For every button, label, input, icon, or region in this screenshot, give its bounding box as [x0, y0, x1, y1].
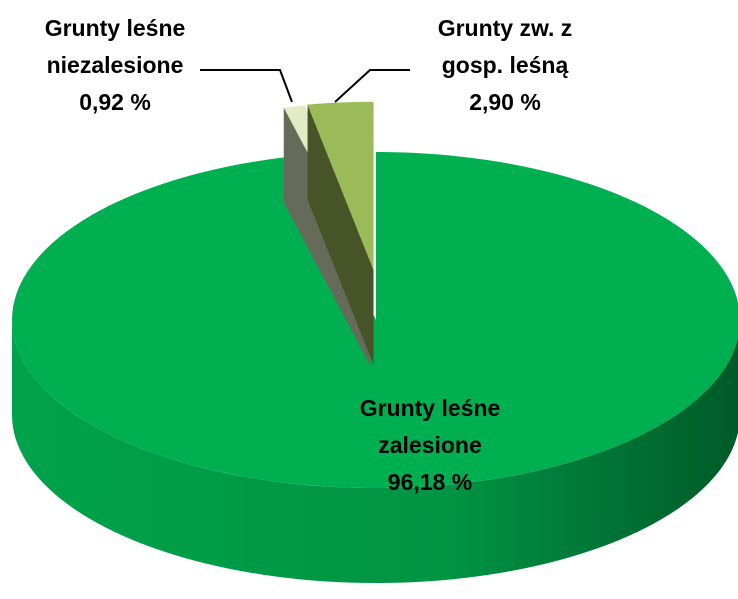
slice-side [12, 320, 738, 583]
category-label: Grunty leśne zalesione [359, 395, 501, 458]
category-label: Grunty leśne niezalesione [44, 15, 186, 78]
category-label: Grunty zw. z gosp. leśną [437, 15, 573, 78]
data-label: Grunty leśne zalesione 96,18 % [360, 390, 501, 501]
slice [307, 101, 374, 270]
value-label: 96,18 % [387, 469, 473, 495]
value-label: 0,92 % [79, 89, 151, 115]
pie [12, 101, 738, 583]
slice [12, 152, 738, 488]
value-label: 2,90 % [469, 89, 541, 115]
data-label: Grunty zw. z gosp. leśną 2,90 % [438, 10, 573, 121]
data-label: Grunty leśne niezalesione 0,92 % [45, 10, 186, 121]
leader-line [200, 69, 293, 103]
leader-line [334, 69, 410, 103]
slice-side [307, 104, 374, 365]
